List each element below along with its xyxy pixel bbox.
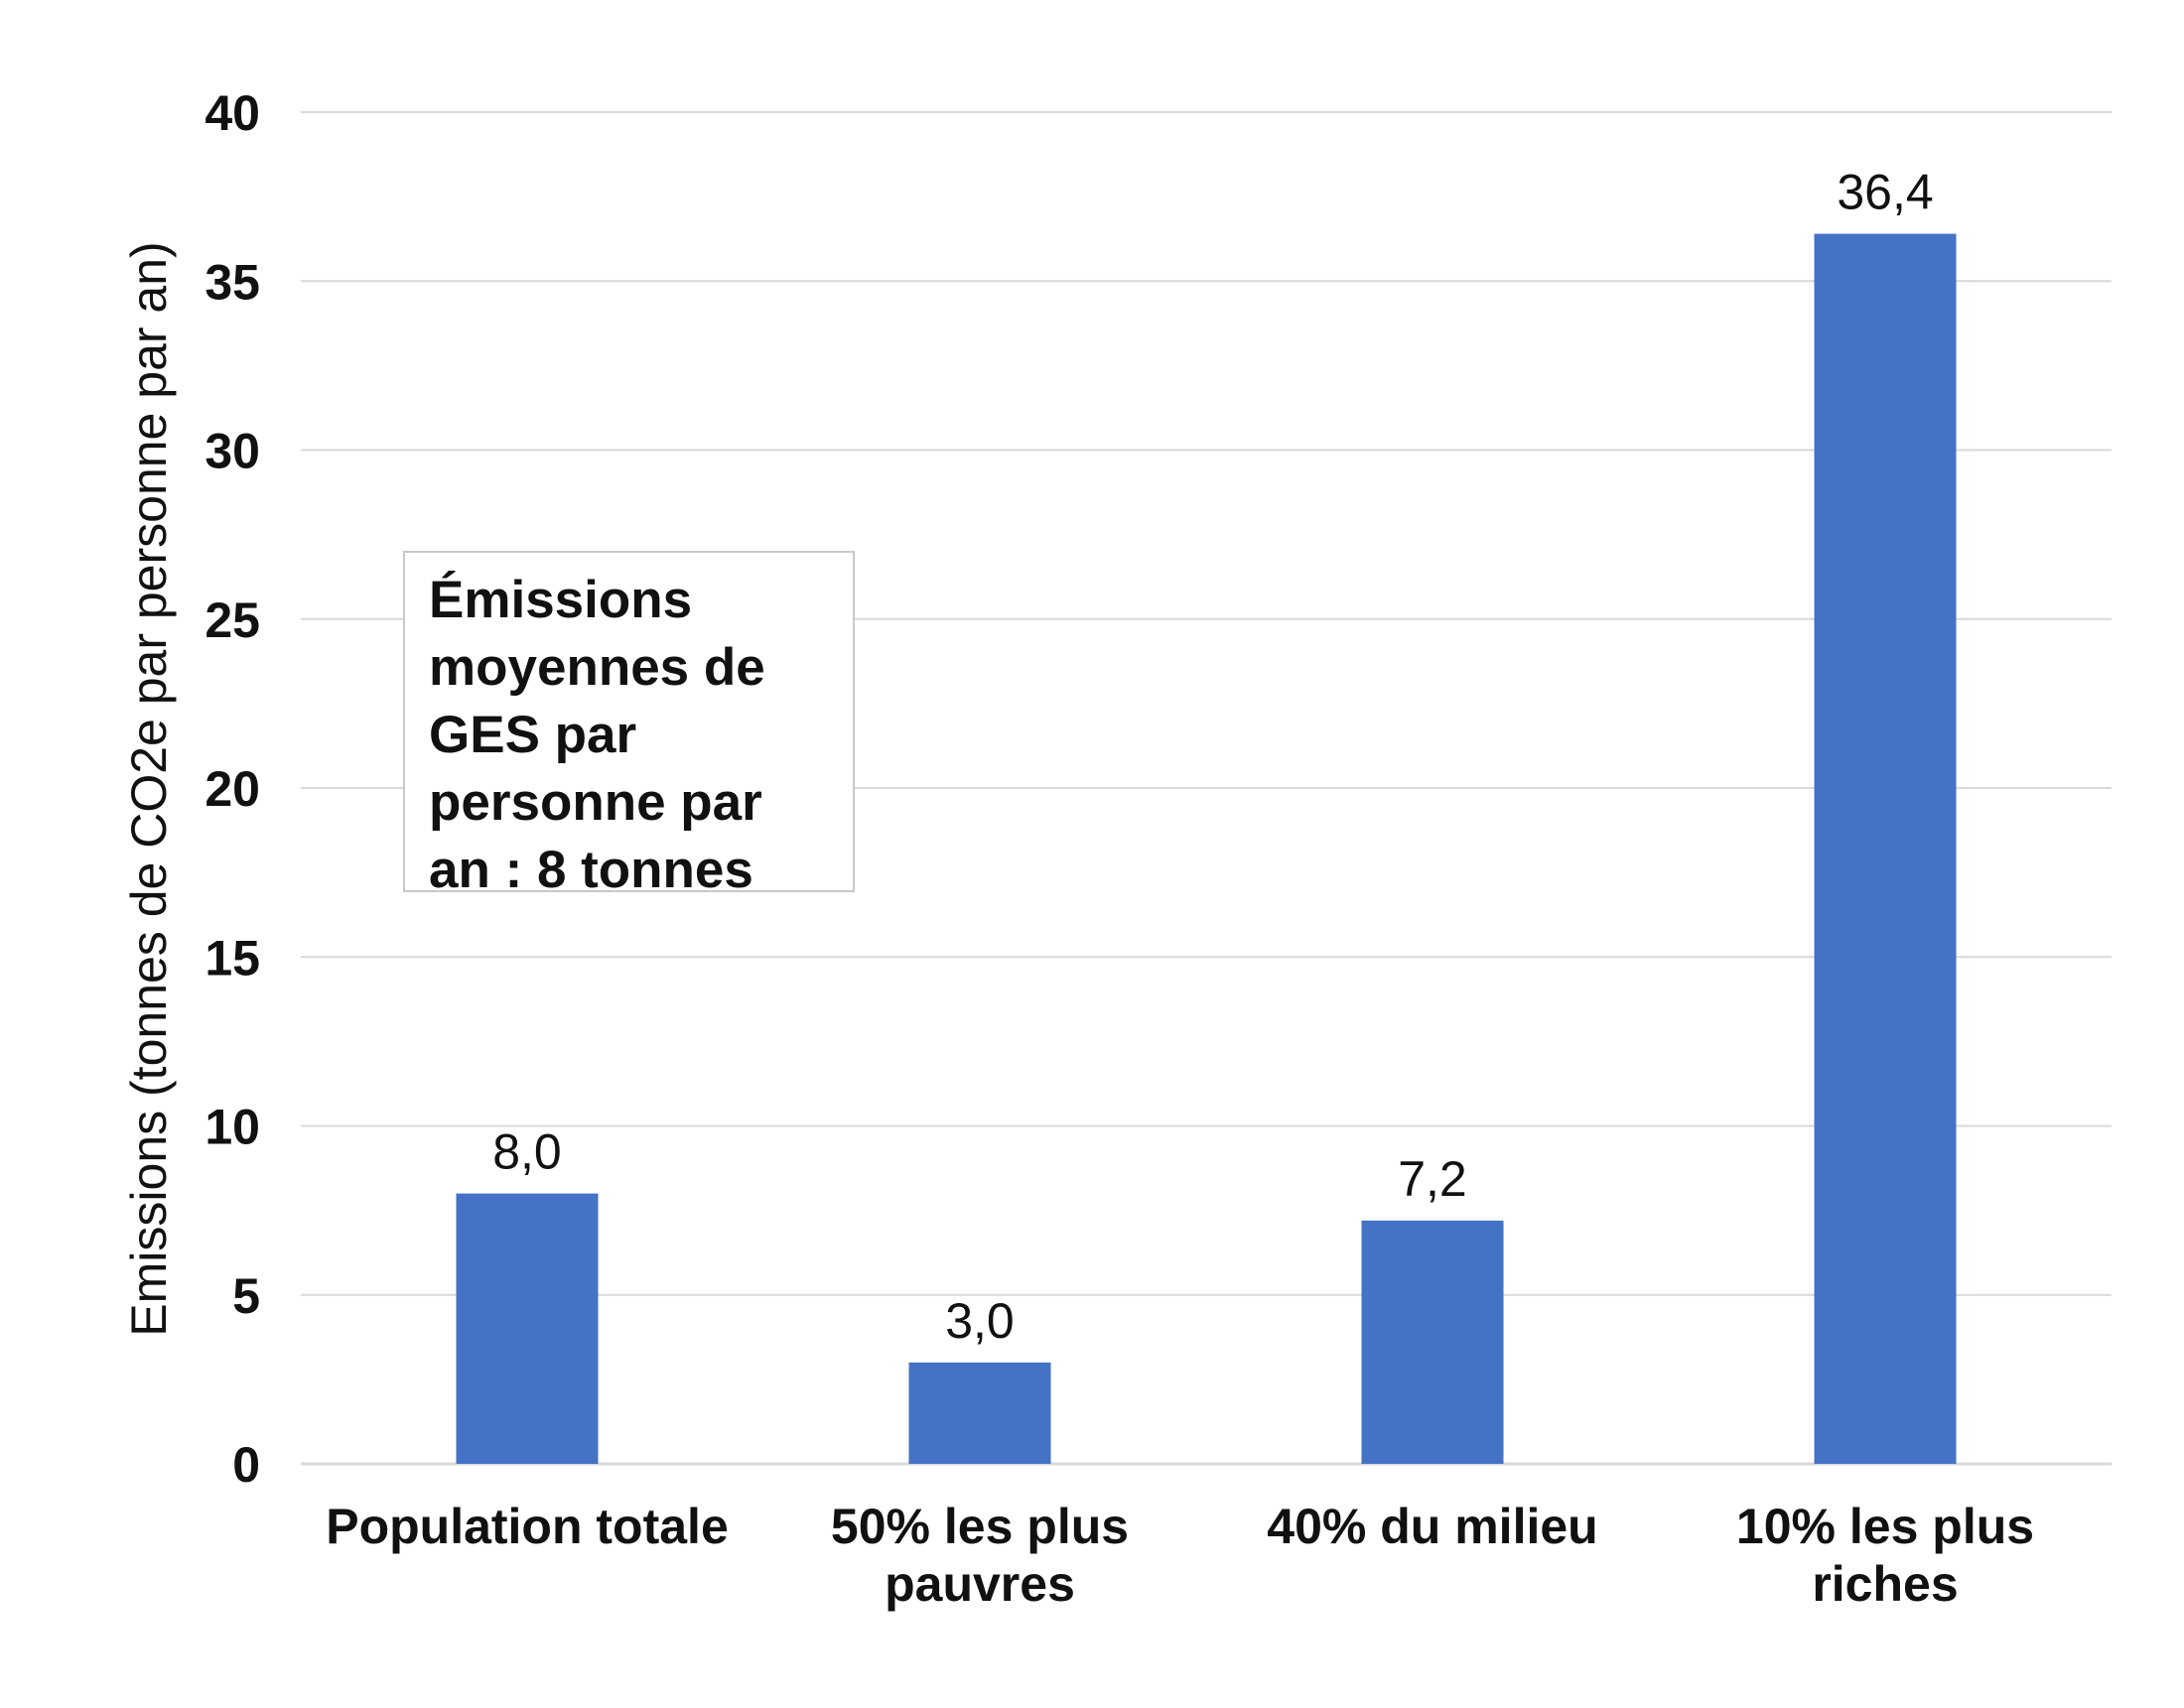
x-category-label-line: riches (1812, 1556, 1958, 1612)
y-tick-label: 35 (205, 254, 260, 310)
data-labels: 8,0 3,0 7,2 36,4 (492, 165, 1933, 1349)
x-category-label: 50% les plus pauvres (831, 1499, 1129, 1612)
y-tick-label: 25 (205, 592, 260, 648)
x-category-label-line: Population totale (326, 1499, 729, 1554)
annotation-line: an : 8 tonnes (429, 841, 753, 899)
x-category-label-line: 50% les plus (831, 1499, 1129, 1554)
bar (456, 1193, 599, 1464)
annotation-line: personne par (429, 773, 762, 832)
annotation-line: moyennes de (429, 638, 765, 697)
y-tick-label: 10 (205, 1100, 260, 1155)
y-tick-label: 0 (232, 1437, 260, 1493)
data-label: 3,0 (945, 1293, 1015, 1349)
bars (456, 233, 1957, 1465)
y-tick-label: 5 (232, 1268, 260, 1324)
y-axis-label: Emissions (tonnes de CO2e par personne p… (121, 241, 177, 1336)
data-label: 36,4 (1837, 165, 1933, 220)
x-category-label: 10% les plus riches (1736, 1499, 2034, 1612)
annotation-line: GES par (429, 706, 637, 764)
bar (1361, 1220, 1504, 1464)
x-category-label-line: 10% les plus (1736, 1499, 2034, 1554)
x-category-label-line: pauvres (885, 1556, 1075, 1612)
x-category-label-line: 40% du milieu (1267, 1499, 1597, 1554)
x-axis-categories: Population totale 50% les plus pauvres 40% … (326, 1499, 2034, 1612)
x-category-label: Population totale (326, 1499, 729, 1554)
y-tick-label: 15 (205, 930, 260, 985)
data-label: 7,2 (1398, 1151, 1467, 1207)
y-tick-label: 40 (205, 85, 260, 141)
bar (1814, 233, 1957, 1465)
annotation-line: Émissions (429, 571, 693, 629)
y-tick-label: 30 (205, 424, 260, 479)
bar (908, 1362, 1051, 1464)
y-tick-label: 20 (205, 761, 260, 817)
data-label: 8,0 (492, 1124, 562, 1180)
y-axis-ticks: 0 5 10 15 20 25 30 35 40 (205, 85, 260, 1493)
x-category-label: 40% du milieu (1267, 1499, 1597, 1554)
annotation-box: Émissions moyennes de GES par personne par a… (403, 551, 855, 899)
